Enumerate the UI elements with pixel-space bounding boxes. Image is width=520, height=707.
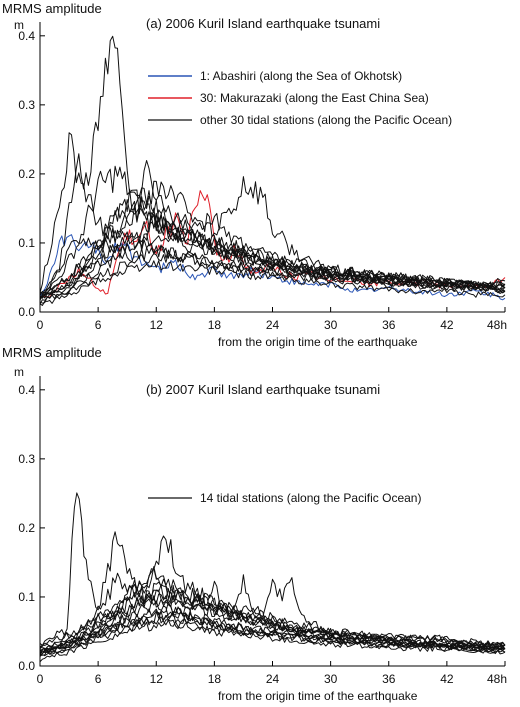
b-xtick-label: 24 bbox=[266, 672, 280, 686]
b-xtick-label: 42 bbox=[440, 672, 454, 686]
panel-b-plot: 0.0 0.1 0.2 0.3 0.4 0 6 12 18 24 30 36 42 48h bbox=[18, 376, 507, 686]
a-xtick-label: 18 bbox=[208, 318, 222, 332]
panel-b-title: (b) 2007 Kuril Island earthquake tsunami bbox=[146, 382, 380, 397]
legend-label-abashiri: 1: Abashiri (along the Sea of Okhotsk) bbox=[200, 69, 402, 83]
b-series-line-12 bbox=[39, 616, 506, 657]
legend-label-tidal-stations: 14 tidal stations (along the Pacific Oce… bbox=[200, 491, 421, 505]
panel-b-ylabel: MRMS amplitude bbox=[2, 345, 102, 360]
panel-a-ylabel: MRMS amplitude bbox=[2, 1, 102, 16]
a-xtick-label: 0 bbox=[37, 318, 44, 332]
b-ytick-label: 0.2 bbox=[18, 521, 35, 535]
panel-a: MRMS amplitude m (a) 2006 Kuril Island e… bbox=[2, 1, 507, 349]
a-xtick-label: 6 bbox=[95, 318, 102, 332]
a-xtick-label: 48h bbox=[487, 318, 507, 332]
panel-b-yunit: m bbox=[14, 365, 24, 379]
panel-a-xlabel: from the origin time of the earthquake bbox=[218, 335, 418, 349]
b-ytick-label: 0.3 bbox=[18, 452, 35, 466]
a-ytick-label: 0.2 bbox=[18, 167, 35, 181]
b-ytick-label: 0.4 bbox=[18, 383, 35, 397]
a-ytick-label: 0.1 bbox=[18, 236, 35, 250]
a-xtick-label: 36 bbox=[382, 318, 396, 332]
a-ytick-label: 0.4 bbox=[18, 29, 35, 43]
panel-a-title: (a) 2006 Kuril Island earthquake tsunami bbox=[146, 16, 380, 31]
panel-a-legend: 1: Abashiri (along the Sea of Okhotsk) 3… bbox=[148, 69, 452, 127]
b-xtick-label: 12 bbox=[150, 672, 164, 686]
panel-b-xlabel: from the origin time of the earthquake bbox=[218, 689, 418, 703]
b-xtick-label: 30 bbox=[324, 672, 338, 686]
a-series-line-1 bbox=[39, 234, 506, 301]
b-xtick-label: 48h bbox=[487, 672, 507, 686]
legend-label-makurazaki: 30: Makurazaki (along the East China Sea… bbox=[200, 91, 429, 105]
a-series-line-12 bbox=[39, 212, 506, 298]
a-series-line-11 bbox=[39, 249, 506, 305]
a-series-line-15 bbox=[39, 180, 506, 296]
panel-b-legend: 14 tidal stations (along the Pacific Oce… bbox=[148, 491, 421, 505]
a-xtick-label: 30 bbox=[324, 318, 338, 332]
a-series-line-13 bbox=[39, 260, 506, 306]
b-series-line-8 bbox=[39, 619, 506, 663]
panel-b: MRMS amplitude m (b) 2007 Kuril Island e… bbox=[2, 345, 507, 703]
panel-a-yunit: m bbox=[14, 18, 24, 32]
b-ytick-label: 0.0 bbox=[18, 659, 35, 673]
b-series-line-13 bbox=[39, 584, 506, 648]
b-xtick-label: 18 bbox=[208, 672, 222, 686]
a-ytick-label: 0.0 bbox=[18, 305, 35, 319]
a-ytick-label: 0.3 bbox=[18, 98, 35, 112]
b-xtick-label: 6 bbox=[95, 672, 102, 686]
a-xtick-label: 42 bbox=[440, 318, 454, 332]
a-series-line-3 bbox=[39, 35, 506, 300]
a-xtick-label: 24 bbox=[266, 318, 280, 332]
a-series-line-14 bbox=[39, 237, 506, 299]
legend-label-other-stations: other 30 tidal stations (along the Pacif… bbox=[200, 113, 452, 127]
b-xtick-label: 36 bbox=[382, 672, 396, 686]
b-xtick-label: 0 bbox=[37, 672, 44, 686]
panel-a-plot: 0.0 0.1 0.2 0.3 0.4 0 6 12 18 24 30 36 42 48h bbox=[18, 22, 507, 332]
a-xtick-label: 12 bbox=[150, 318, 164, 332]
b-series-line-14 bbox=[39, 610, 506, 656]
b-ytick-label: 0.1 bbox=[18, 590, 35, 604]
